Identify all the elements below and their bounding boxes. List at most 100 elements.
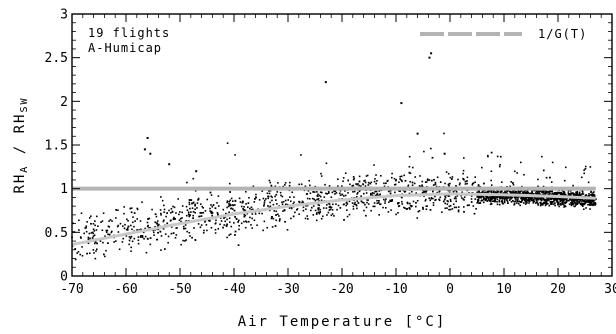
scatter-point: [281, 201, 283, 204]
scatter-point: [342, 180, 344, 183]
scatter-point: [556, 197, 559, 200]
scatter-point: [291, 191, 294, 194]
scatter-point: [542, 191, 545, 194]
scatter-point: [87, 238, 90, 240]
scatter-point: [509, 185, 511, 188]
scatter-point: [348, 200, 351, 203]
scatter-point: [506, 190, 509, 193]
scatter-point: [510, 181, 513, 183]
scatter-point: [584, 168, 587, 170]
scatter-point: [548, 204, 551, 207]
scatter-point: [585, 194, 588, 196]
scatter-point: [90, 232, 93, 234]
scatter-point: [389, 192, 392, 195]
scatter-point: [307, 218, 309, 220]
scatter-point: [516, 172, 518, 174]
scatter-point: [323, 196, 326, 198]
scatter-point: [234, 216, 236, 218]
scatter-point: [334, 193, 336, 195]
scatter-point: [339, 207, 342, 209]
scatter-point: [425, 208, 428, 211]
scatter-point: [263, 205, 265, 207]
y-axis-title-sub-b: SW: [19, 96, 30, 112]
scatter-point: [462, 198, 465, 200]
scatter-point: [563, 190, 565, 193]
scatter-point: [272, 203, 275, 206]
scatter-point: [524, 196, 527, 198]
scatter-point: [197, 223, 200, 225]
scatter-point: [394, 191, 396, 194]
scatter-point: [389, 199, 391, 202]
scatter-point: [219, 223, 221, 226]
scatter-point: [330, 214, 333, 217]
scatter-point: [307, 190, 310, 192]
scatter-point: [105, 229, 108, 232]
scatter-point: [573, 201, 576, 203]
scatter-point: [463, 196, 466, 198]
scatter-point: [401, 180, 403, 183]
scatter-point: [208, 219, 211, 221]
scatter-point: [124, 223, 126, 226]
scatter-point: [243, 206, 245, 208]
scatter-point: [174, 218, 176, 220]
scatter-point: [557, 201, 560, 204]
scatter-point: [409, 172, 412, 175]
scatter-point: [229, 203, 231, 206]
scatter-point: [122, 225, 124, 227]
scatter-point: [357, 202, 360, 204]
scatter-point: [185, 214, 188, 217]
scatter-point: [312, 191, 314, 193]
scatter-point: [233, 209, 236, 212]
scatter-point: [268, 179, 271, 182]
scatter-point: [546, 202, 549, 205]
scatter-point: [108, 233, 111, 236]
scatter-point: [522, 197, 525, 200]
scatter-point: [370, 193, 372, 196]
scatter-point: [315, 219, 318, 222]
scatter-point: [278, 215, 280, 217]
scatter-point: [265, 198, 267, 200]
scatter-point: [228, 182, 231, 185]
scatter-point: [534, 197, 536, 200]
scatter-point: [434, 195, 436, 198]
scatter-point: [541, 197, 544, 200]
scatter-point: [95, 250, 97, 252]
scatter-point: [590, 202, 593, 204]
scatter-point: [457, 206, 460, 208]
scatter-point: [234, 230, 237, 233]
scatter-point: [284, 199, 287, 202]
scatter-point: [97, 225, 99, 227]
scatter-point: [81, 246, 83, 248]
scatter-point: [494, 197, 496, 200]
scatter-point: [408, 155, 411, 158]
reference-curves: [71, 186, 596, 247]
scatter-point: [551, 203, 553, 205]
scatter-point: [344, 190, 346, 192]
scatter-point: [156, 238, 159, 241]
scatter-point: [425, 181, 428, 183]
scatter-point: [143, 237, 145, 240]
scatter-point: [163, 208, 166, 211]
scatter-point: [535, 192, 538, 195]
scatter-point: [217, 227, 220, 230]
scatter-point: [170, 207, 173, 210]
scatter-point: [290, 207, 293, 210]
scatter-point: [564, 166, 567, 169]
scatter-point: [385, 207, 387, 209]
scatter-point: [415, 205, 417, 208]
scatter-point: [462, 206, 465, 208]
scatter-point: [545, 176, 548, 179]
y-axis-title-main: RH: [12, 173, 28, 194]
scatter-point: [247, 202, 250, 204]
scatter-point: [352, 191, 354, 193]
scatter-point: [306, 215, 309, 217]
scatter-point: [228, 211, 230, 214]
scatter-point: [320, 175, 323, 177]
scatter-point: [175, 227, 178, 229]
scatter-point: [127, 220, 129, 222]
scatter-point: [190, 199, 193, 201]
scatter-point: [136, 208, 139, 211]
scatter-point: [104, 235, 106, 237]
scatter-point: [414, 176, 417, 178]
scatter-point: [376, 192, 379, 195]
